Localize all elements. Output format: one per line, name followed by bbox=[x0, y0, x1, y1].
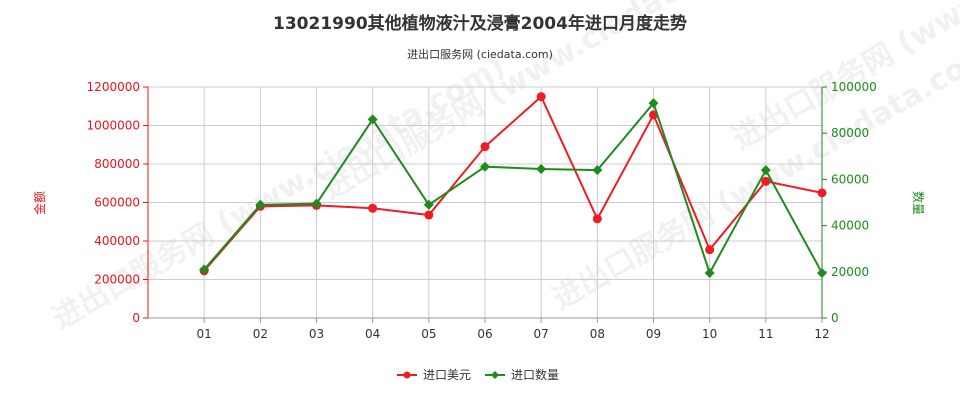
usd-point bbox=[368, 203, 378, 213]
legend-item-usd[interactable]: 进口美元 bbox=[397, 368, 471, 382]
x-tick-label: 09 bbox=[646, 327, 661, 341]
qty-point bbox=[367, 114, 378, 125]
qty-point bbox=[760, 165, 771, 176]
x-tick-label: 08 bbox=[590, 327, 605, 341]
right-tick-label: 40000 bbox=[831, 219, 869, 233]
usd-point bbox=[536, 92, 546, 102]
usd-point bbox=[761, 176, 771, 186]
usd-point bbox=[424, 210, 434, 220]
legend-usd-marker bbox=[403, 371, 411, 379]
qty-point bbox=[648, 98, 659, 109]
usd-point bbox=[817, 188, 827, 198]
watermark-text: 进出口服务网 (www.ciedata.com) bbox=[547, 28, 960, 316]
chart-subtitle: 进出口服务网 (ciedata.com) bbox=[407, 47, 553, 61]
legend-item-qty[interactable]: 进口数量 bbox=[485, 367, 559, 382]
qty-point bbox=[592, 165, 603, 176]
series-qty bbox=[199, 98, 827, 278]
right-axis-ticks: 0 20000 40000 60000 80000 100000 bbox=[822, 80, 877, 325]
x-tick-label: 03 bbox=[309, 327, 324, 341]
series-usd bbox=[199, 92, 827, 276]
qty-point bbox=[199, 264, 210, 275]
left-tick-label: 200000 bbox=[94, 273, 140, 287]
grid bbox=[148, 86, 823, 318]
left-tick-label: 400000 bbox=[94, 234, 140, 248]
x-tick-label: 01 bbox=[197, 327, 212, 341]
right-tick-label: 20000 bbox=[831, 265, 869, 279]
left-axis-title: 金额 bbox=[32, 191, 47, 215]
left-axis-ticks: 0 200000 400000 600000 800000 1000000 1200000 bbox=[87, 80, 148, 325]
x-tick-label: 11 bbox=[758, 327, 773, 341]
left-tick-label: 1200000 bbox=[87, 80, 140, 94]
x-tick-label: 05 bbox=[421, 327, 436, 341]
legend-qty-label: 进口数量 bbox=[511, 367, 559, 382]
x-tick-label: 02 bbox=[253, 327, 268, 341]
x-tick-label: 06 bbox=[477, 327, 492, 341]
left-tick-label: 800000 bbox=[94, 157, 140, 171]
usd-point bbox=[480, 142, 490, 152]
usd-point bbox=[592, 214, 602, 224]
series-usd-line bbox=[203, 94, 823, 272]
x-tick-label: 12 bbox=[814, 327, 829, 341]
left-tick-label: 0 bbox=[132, 311, 140, 325]
series-qty-line bbox=[203, 101, 823, 276]
left-tick-label: 600000 bbox=[94, 196, 140, 210]
legend: 进口美元 进口数量 bbox=[397, 367, 559, 382]
qty-point bbox=[423, 199, 434, 210]
x-tick-label: 10 bbox=[702, 327, 717, 341]
qty-point bbox=[255, 199, 266, 210]
qty-point bbox=[704, 267, 715, 278]
right-tick-label: 100000 bbox=[831, 80, 877, 94]
right-axis-title: 数量 bbox=[911, 191, 926, 215]
x-tick-label: 07 bbox=[534, 327, 549, 341]
legend-usd-label: 进口美元 bbox=[423, 368, 471, 382]
qty-point bbox=[817, 267, 827, 278]
usd-point bbox=[705, 245, 715, 255]
left-tick-label: 1000000 bbox=[87, 119, 140, 133]
qty-point bbox=[536, 164, 547, 175]
x-axis-ticks: 01 02 03 04 05 06 07 08 09 10 11 12 bbox=[197, 318, 830, 341]
right-tick-label: 80000 bbox=[831, 126, 869, 140]
qty-point bbox=[311, 198, 322, 209]
legend-qty-marker bbox=[491, 371, 499, 379]
right-tick-label: 0 bbox=[831, 311, 839, 325]
right-tick-label: 60000 bbox=[831, 172, 869, 186]
x-tick-label: 04 bbox=[365, 327, 380, 341]
qty-point bbox=[480, 161, 490, 172]
chart-title: 13021990其他植物液汁及浸膏2004年进口月度走势 bbox=[273, 13, 687, 34]
